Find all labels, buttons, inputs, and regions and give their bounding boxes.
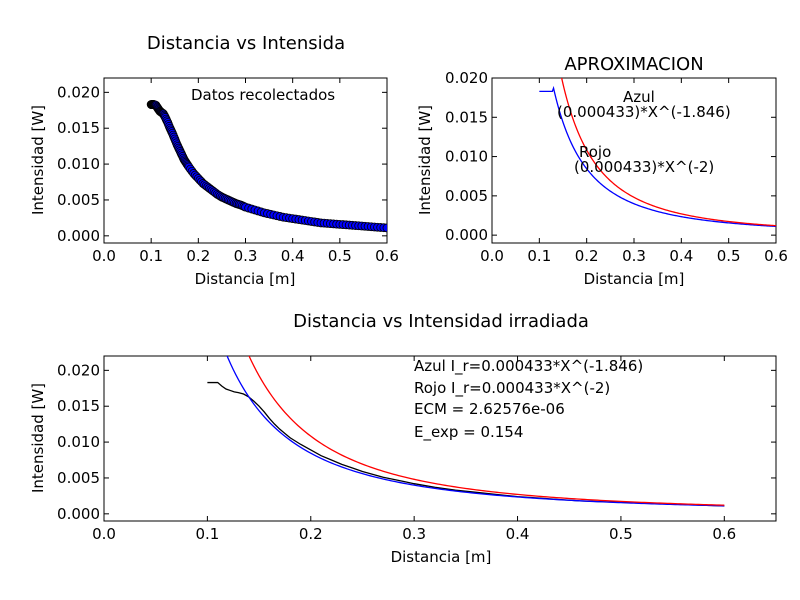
subplot-3-annotation-rojo: Rojo I_r=0.000433*X^(-2) [414,379,610,398]
subplot-1-title: Distancia vs Intensida [147,33,345,54]
subplot-3-xlabel: Distancia [m] [391,548,492,566]
x-tick-label: 0.3 [234,247,258,265]
subplot-2-annotation-rojo: Rojo [579,143,611,161]
x-tick-label: 0.4 [506,525,530,543]
y-tick-label: 0.015 [445,108,488,126]
subplot-1-ticks: 0.0 0.1 0.2 0.3 0.4 0.5 0.6 0.000 0.005 0.010 0.01… [57,78,399,265]
y-tick-label: 0.005 [57,469,100,487]
y-tick-label: 0.020 [445,69,488,87]
subplot-2-annotation-rojo-formula: (0.000433)*X^(-2) [574,158,714,176]
x-tick-label: 0.5 [328,247,352,265]
series-line-2 [248,356,725,506]
y-tick-label: 0.005 [445,187,488,205]
x-tick-label: 0.0 [92,525,116,543]
subplot-3-annotation-azul: Azul I_r=0.000433*X^(-1.846) [414,357,643,376]
subplot-3-marks [207,356,725,507]
subplot-1-xlabel: Distancia [m] [195,270,296,288]
series-line-1 [560,78,776,227]
x-tick-label: 0.3 [622,247,646,265]
y-tick-label: 0.015 [57,397,100,415]
subplot-3-title: Distancia vs Intensidad irradiada [293,311,589,332]
y-tick-label: 0.020 [57,83,100,101]
x-tick-label: 0.4 [281,247,305,265]
x-tick-label: 0.2 [575,247,599,265]
subplot-3-axes [103,355,777,522]
subplot-3-annotation-eexp: E_exp = 0.154 [414,423,523,442]
series-line-0 [539,85,776,228]
x-tick-label: 0.5 [609,525,633,543]
x-tick-label: 0.0 [480,247,504,265]
subplot-3-ticks: 0.0 0.1 0.2 0.3 0.4 0.5 0.6 0.000 0.005 0.010 0.01… [57,356,776,543]
x-tick-label: 0.1 [139,247,163,265]
y-tick-label: 0.010 [57,155,100,173]
subplot-2-annotation-azul-formula: (0.000433)*X^(-1.846) [557,103,731,121]
subplot-1-marks [146,100,387,233]
subplot-2-xlabel: Distancia [m] [584,270,685,288]
subplot-2-ticks: 0.0 0.1 0.2 0.3 0.4 0.5 0.6 0.000 0.005 0.010 0.01… [445,69,788,265]
subplot-3: Distancia vs Intensidad irradiada 0.0 0.1… [29,311,777,566]
y-tick-label: 0.010 [445,148,488,166]
subplot-2-marks [539,78,776,228]
subplot-2: APROXIMACION 0.0 0.1 0.2 0.3 0.4 0.5 0.60.0000… [416,54,788,288]
subplot-1-ylabel: Intensidad [W] [29,105,47,215]
x-tick-label: 0.6 [764,247,788,265]
x-tick-label: 0.1 [527,247,551,265]
x-tick-label: 0.2 [186,247,210,265]
y-tick-label: 0.015 [57,119,100,137]
x-tick-label: 0.2 [299,525,323,543]
x-tick-label: 0.4 [669,247,693,265]
x-tick-label: 0.6 [375,247,399,265]
x-tick-label: 0.6 [712,525,736,543]
subplot-2-ylabel: Intensidad [W] [416,105,434,215]
subplot-1: Distancia vs Intensida 0.0 0.1 0.2 0.3 0.4 0.… [29,33,399,288]
subplot-2-annotation-azul: Azul [623,88,655,106]
y-tick-label: 0.010 [57,433,100,451]
x-tick-label: 0.5 [717,247,741,265]
series-line-1 [226,356,725,507]
data-point [382,223,387,233]
subplot-3-ylabel: Intensidad [W] [29,383,47,493]
y-tick-label: 0.000 [57,505,100,523]
y-tick-label: 0.000 [57,227,100,245]
x-tick-label: 0.3 [402,525,426,543]
subplot-2-title: APROXIMACION [564,54,703,75]
y-tick-label: 0.020 [57,361,100,379]
subplot-3-annotation-ecm: ECM = 2.62576e-06 [414,400,565,418]
y-tick-label: 0.005 [57,191,100,209]
x-tick-label: 0.1 [195,525,219,543]
subplot-2-axes [491,77,777,244]
y-tick-label: 0.000 [445,226,488,244]
x-tick-label: 0.0 [92,247,116,265]
subplot-1-annotation: Datos recolectados [191,86,335,104]
